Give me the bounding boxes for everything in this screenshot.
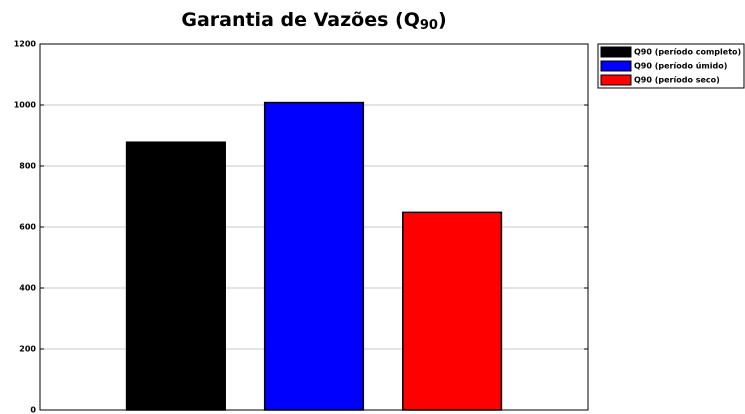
title-text: Garantia de Vazões (Q [181, 9, 420, 31]
y-tick-label: 1200 [14, 40, 37, 49]
y-tick-label: 800 [19, 162, 36, 171]
bar [402, 211, 503, 411]
bar [125, 141, 226, 411]
y-tick-label: 600 [19, 223, 36, 232]
title-subscript: 90 [420, 18, 438, 33]
y-tick-label: 1000 [14, 101, 37, 110]
legend-swatch [600, 46, 632, 58]
legend-swatch [600, 60, 632, 72]
legend-label: Q90 (período úmido) [634, 62, 727, 71]
chart-title: Garantia de Vazões (Q90) [181, 9, 446, 33]
title-text-end: ) [438, 9, 447, 31]
legend-label: Q90 (período completo) [634, 48, 741, 57]
legend-swatch [600, 74, 632, 86]
legend-label: Q90 (período seco) [634, 76, 720, 85]
plot-frame [39, 43, 589, 411]
y-tick-label: 400 [19, 284, 36, 293]
y-tick-label: 200 [19, 345, 36, 354]
y-tick-label: 0 [30, 406, 36, 414]
bar [263, 101, 365, 411]
